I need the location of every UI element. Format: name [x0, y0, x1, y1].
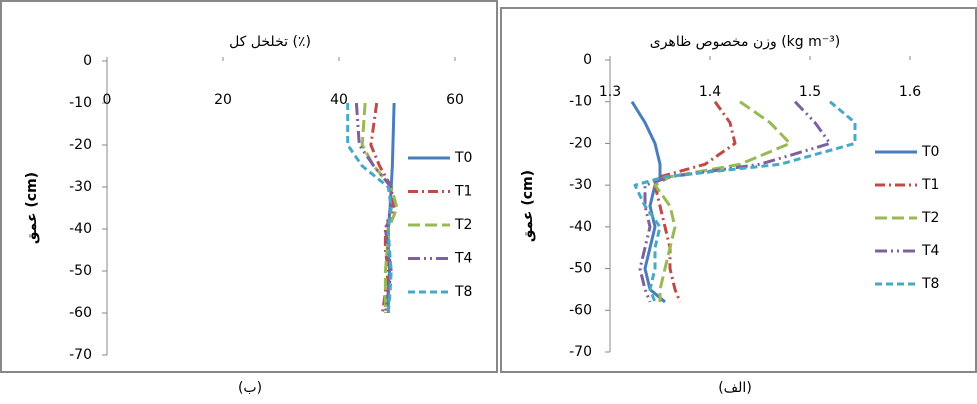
x-tick-label: 1.6 [899, 84, 921, 100]
series-line [630, 100, 666, 304]
y-tick-label: -20 [69, 137, 92, 153]
y-axis-label: عمق (cm) [24, 172, 40, 244]
x-tick-label: 20 [214, 92, 232, 108]
y-tick-label: -30 [569, 177, 592, 193]
y-tick-label: -40 [69, 221, 92, 237]
chart-title: وزن مخصوص ظاهری (kg m⁻³) [650, 34, 840, 50]
y-tick-label: -70 [569, 344, 592, 360]
series-line [360, 102, 399, 313]
series-line [653, 100, 737, 303]
y-tick-label: 0 [83, 53, 92, 69]
y-axis-label: عمق (cm) [520, 170, 536, 242]
y-tick-label: -10 [569, 94, 592, 110]
series-line [653, 100, 792, 302]
panel-frame [0, 0, 498, 373]
legend-label: T2 [921, 210, 939, 226]
y-tick-label: -50 [69, 263, 92, 279]
y-tick-label: -70 [69, 347, 92, 363]
series-line [633, 100, 857, 303]
legend-label: T1 [454, 184, 472, 200]
x-tick-label: 60 [446, 92, 464, 108]
chart-title: تخلخل کل (٪) [229, 34, 311, 50]
caption: (الف) [718, 380, 752, 396]
legend-label: T8 [921, 276, 939, 292]
series-line [638, 100, 832, 303]
y-tick-label: -40 [569, 219, 592, 235]
legend-label: T8 [454, 284, 472, 300]
legend-label: T4 [454, 251, 473, 267]
caption: (ب) [238, 380, 262, 396]
legend-label: T2 [454, 217, 472, 233]
y-tick-label: 0 [583, 52, 592, 68]
legend-label: T1 [921, 177, 939, 193]
y-tick-label: -50 [569, 261, 592, 277]
y-tick-label: -60 [69, 305, 92, 321]
x-tick-label: 1.5 [799, 84, 821, 100]
y-tick-label: -20 [569, 135, 592, 151]
x-tick-label: 1.3 [599, 84, 621, 100]
y-tick-label: -60 [569, 302, 592, 318]
x-tick-label: 40 [330, 92, 348, 108]
series-line [346, 103, 393, 314]
x-tick-label: 0 [103, 92, 112, 108]
legend-label: T0 [454, 150, 472, 166]
panel-frame [500, 7, 977, 373]
legend-label: T0 [921, 144, 939, 160]
legend-label: T4 [921, 243, 940, 259]
series-line [354, 102, 393, 314]
y-tick-label: -10 [69, 95, 92, 111]
y-tick-label: -30 [69, 179, 92, 195]
x-tick-label: 1.4 [699, 84, 721, 100]
